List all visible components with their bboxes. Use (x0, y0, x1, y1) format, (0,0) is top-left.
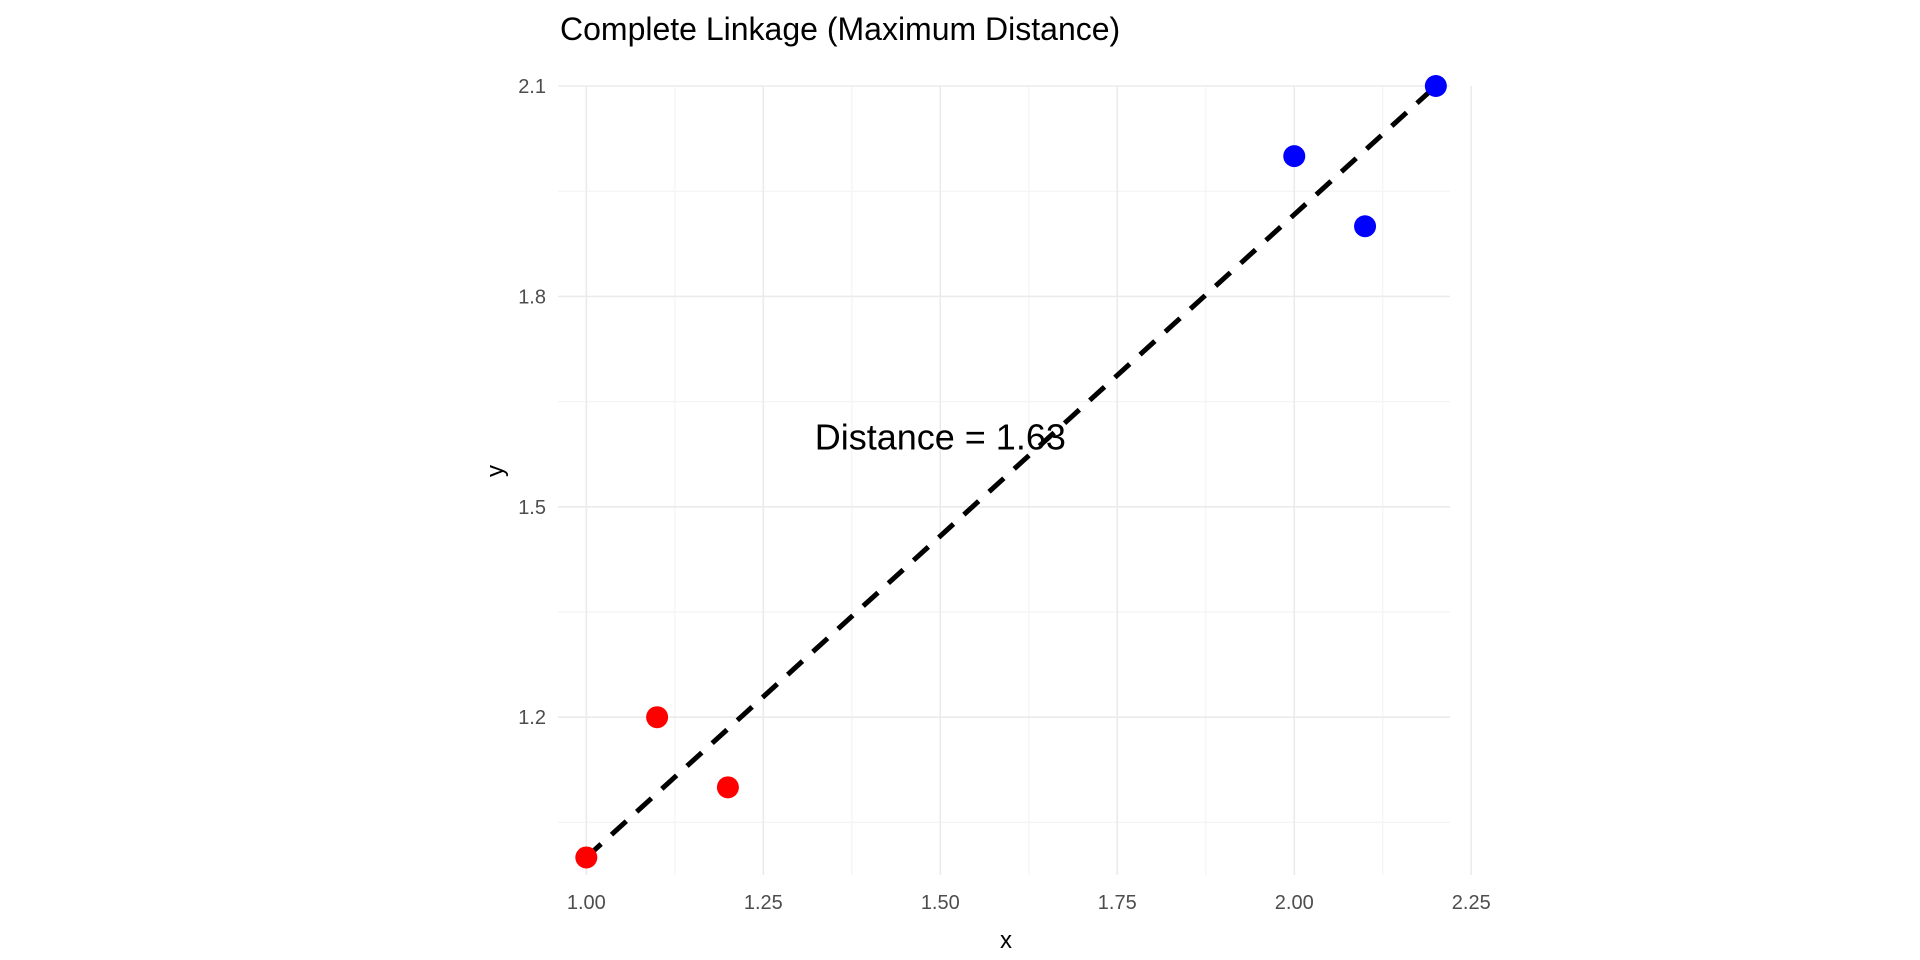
data-point (1283, 145, 1306, 168)
points-layer (575, 75, 1447, 869)
x-tick-label: 1.75 (1098, 892, 1137, 914)
x-tick-label: 1.50 (921, 892, 960, 914)
y-tick-label: 1.2 (518, 707, 546, 729)
data-point (1354, 215, 1377, 238)
y-tick-labels: 1.2 1.5 1.8 2.1 (518, 76, 546, 729)
x-axis-title: x (1000, 927, 1012, 954)
data-point (1424, 75, 1447, 97)
data-point (716, 776, 739, 799)
data-point (646, 706, 669, 729)
y-tick-label: 1.8 (518, 286, 546, 308)
y-tick-label: 1.5 (518, 497, 546, 519)
distance-line (584, 84, 1438, 860)
chart-title: Complete Linkage (Maximum Distance) (560, 11, 1120, 47)
x-tick-labels: 1.00 1.25 1.50 1.75 2.00 2.25 (567, 892, 1491, 914)
y-tick-label: 2.1 (518, 76, 546, 98)
x-tick-label: 2.25 (1452, 892, 1491, 914)
y-axis-title: y (482, 465, 509, 477)
major-gridlines (558, 85, 1473, 875)
minor-gridlines (558, 86, 1450, 875)
x-tick-label: 1.25 (744, 892, 783, 914)
x-tick-label: 2.00 (1275, 892, 1314, 914)
distance-segment-layer (584, 84, 1438, 860)
x-tick-label: 1.00 (567, 892, 606, 914)
data-point (575, 846, 598, 869)
distance-annotation: Distance = 1.63 (815, 417, 1066, 458)
